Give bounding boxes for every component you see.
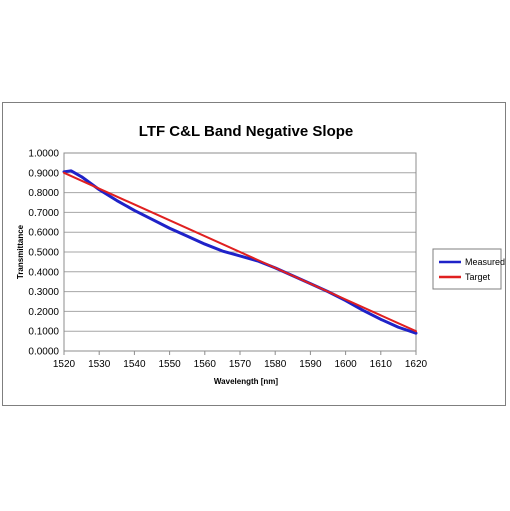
y-tick-label-5: 0.5000 [28,248,59,259]
series-line-target [63,171,417,333]
y-tick-label-1: 0.1000 [28,327,59,338]
y-axis-label: Transmittance [16,224,25,279]
y-tick-label-2: 0.2000 [28,307,59,318]
y-tick-label-9: 0.9000 [28,168,59,179]
y-axis-ticks: 0.0000 0.1000 0.2000 0.3000 0.4000 0.5000 0.60… [28,149,59,358]
x-tick-label-8: 1600 [334,359,357,370]
series-line-measured [62,169,418,335]
y-tick-label-0: 0.0000 [28,347,59,358]
x-tick-label-4: 1560 [194,359,217,370]
legend-box [432,248,502,290]
x-tick-label-3: 1550 [158,359,181,370]
y-tick-label-6: 0.6000 [28,228,59,239]
y-tick-label-10: 1.0000 [28,149,59,160]
y-tick-label-7: 0.7000 [28,208,59,219]
y-tick-label-8: 0.8000 [28,188,59,199]
legend-label-measured: Measured [465,257,505,267]
x-tick-label-5: 1570 [229,359,252,370]
series-lines [62,169,418,335]
y-tick-label-3: 0.3000 [28,287,59,298]
x-tick-label-2: 1540 [123,359,146,370]
chart-title: LTF C&L Band Negative Slope [139,123,353,140]
x-tick-label-9: 1610 [370,359,393,370]
x-axis-label: Wavelength [nm] [214,377,278,386]
x-tick-label-7: 1590 [299,359,322,370]
x-tick-label-0: 1520 [53,359,76,370]
x-tick-label-10: 1620 [405,359,428,370]
x-axis-ticks: 1520 1530 1540 1550 1560 1570 1580 1590 1600 1610… [53,351,428,370]
y-tick-label-4: 0.4000 [28,267,59,278]
legend-label-target: Target [465,272,491,282]
legend: Measured Target [432,248,505,290]
x-tick-label-1: 1530 [88,359,111,370]
x-tick-label-6: 1580 [264,359,287,370]
